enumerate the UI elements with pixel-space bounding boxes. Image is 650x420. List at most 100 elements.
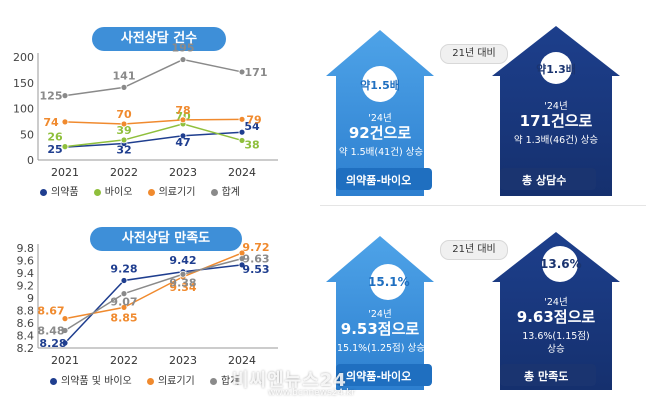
detail-sat-pharma-bio: 15.1%(1.25점) 상승	[337, 343, 425, 354]
legend-dot	[50, 377, 57, 385]
data-point	[238, 68, 246, 76]
legend-item-device: 의료기기	[146, 376, 195, 387]
y-tick-label: 8.8	[17, 305, 35, 318]
data-point	[61, 118, 69, 126]
chart1-legend: 의약품 바이오 의료기기 합계	[40, 183, 252, 198]
footer-sat-total: 총 만족도	[524, 370, 569, 383]
legend-dot	[147, 188, 155, 196]
data-point	[238, 255, 246, 263]
data-label: 9.38	[169, 276, 196, 289]
footer-counts-total: 총 상담수	[522, 174, 567, 187]
data-point	[179, 270, 187, 278]
data-label: 8.48	[37, 325, 64, 338]
detail-counts-total: 약 1.3배(46건) 상승	[513, 135, 599, 146]
footer-counts-pharma-bio: 의약품-바이오	[346, 174, 412, 187]
data-label: 8.85	[110, 311, 137, 324]
data-label: 74	[43, 116, 59, 129]
y-tick-label: 8.4	[17, 330, 35, 343]
legend-label: 합계	[220, 376, 240, 387]
legend-item-pharma-bio: 의약품 및 바이오	[50, 376, 132, 387]
legend-label: 의료기기	[157, 376, 195, 387]
data-label: 25	[47, 143, 62, 156]
series-line	[64, 123, 243, 148]
year-label: '24년	[368, 113, 392, 124]
y-tick-label: 8.2	[17, 342, 35, 355]
data-point	[61, 92, 69, 100]
data-label: 38	[244, 138, 259, 151]
y-tick-label: 8.6	[17, 317, 35, 330]
data-label: 9.34	[169, 281, 196, 294]
series-line	[64, 264, 243, 344]
data-point	[120, 120, 128, 128]
data-point	[238, 128, 246, 136]
data-point	[238, 137, 246, 144]
legend-label: 의약품 및 바이오	[61, 376, 132, 387]
chart2-title: 사전상담 만족도	[90, 227, 242, 251]
data-label: 195	[172, 42, 195, 55]
badge-sat-pharma-bio: 15.1%	[368, 275, 410, 289]
data-point	[120, 277, 128, 284]
data-label: 9.63	[242, 253, 269, 266]
data-label: 79	[246, 113, 261, 126]
series-line	[64, 257, 243, 332]
detail-sat-total: 13.6%(1.15점)	[522, 331, 590, 342]
x-tick-label: 2024	[228, 354, 256, 367]
legend-item-total: 합계	[210, 187, 240, 198]
legend-item-total: 합계	[209, 376, 240, 387]
y-tick-label: 0	[27, 154, 34, 167]
year-label: '24년	[368, 309, 392, 320]
y-tick-label: 9.8	[17, 242, 35, 255]
data-label: 26	[47, 131, 63, 144]
data-point	[61, 143, 69, 151]
x-tick-label: 2021	[51, 354, 79, 367]
legend-dot	[209, 377, 217, 385]
data-label: 78	[175, 104, 190, 117]
data-point	[120, 83, 128, 91]
footer-sat-pharma-bio: 의약품-바이오	[346, 370, 412, 383]
y-tick-label: 9.4	[17, 267, 35, 280]
data-point	[61, 339, 69, 347]
data-point	[120, 136, 128, 144]
legend-label: 의료기기	[158, 187, 196, 198]
legend-label: 바이오	[104, 187, 133, 198]
legend-dot	[93, 188, 101, 196]
data-point	[61, 327, 69, 334]
value-counts-pharma-bio: 92건으로	[348, 124, 412, 142]
data-label: 9.53	[242, 263, 269, 276]
series-line	[64, 118, 243, 125]
x-tick-label: 2023	[169, 354, 197, 367]
x-tick-label: 2022	[110, 354, 138, 367]
badge-counts-pharma-bio: 약1.5배	[360, 79, 400, 92]
data-label: 141	[113, 69, 136, 82]
compare-label-bottom: 21년 대비	[440, 240, 508, 260]
y-tick-label: 200	[13, 51, 34, 64]
data-label: 8.28	[39, 337, 66, 350]
series-line	[64, 252, 243, 320]
x-tick-label: 2024	[228, 166, 256, 179]
legend-dot	[40, 188, 47, 196]
data-point	[61, 315, 69, 323]
y-tick-label: 100	[13, 103, 34, 116]
x-tick-label: 2023	[169, 166, 197, 179]
section-divider	[320, 205, 646, 206]
data-label: 70	[116, 108, 132, 121]
detail-sat-total-2: 상승	[547, 344, 565, 355]
legend-label: 의약품	[51, 187, 79, 198]
data-label: 125	[40, 90, 63, 103]
x-tick-label: 2021	[51, 166, 79, 179]
legend-dot	[146, 377, 154, 385]
data-label: 9.28	[110, 263, 137, 276]
compare-label-top: 21년 대비	[440, 44, 508, 64]
data-label: 32	[116, 144, 131, 157]
x-tick-label: 2022	[110, 166, 138, 179]
data-label: 54	[244, 120, 260, 133]
detail-counts-pharma-bio: 약 1.5배(41건) 상승	[338, 147, 424, 158]
data-label: 8.67	[37, 305, 64, 318]
data-point	[238, 115, 246, 123]
chart2-legend: 의약품 및 바이오 의료기기 합계	[50, 372, 251, 387]
legend-item-pharma: 의약품	[40, 187, 79, 198]
legend-label: 합계	[221, 187, 240, 198]
watermark-logo: 비씨엔뉴스24	[232, 370, 347, 391]
y-tick-label: 50	[20, 128, 34, 141]
series-line	[64, 131, 243, 148]
